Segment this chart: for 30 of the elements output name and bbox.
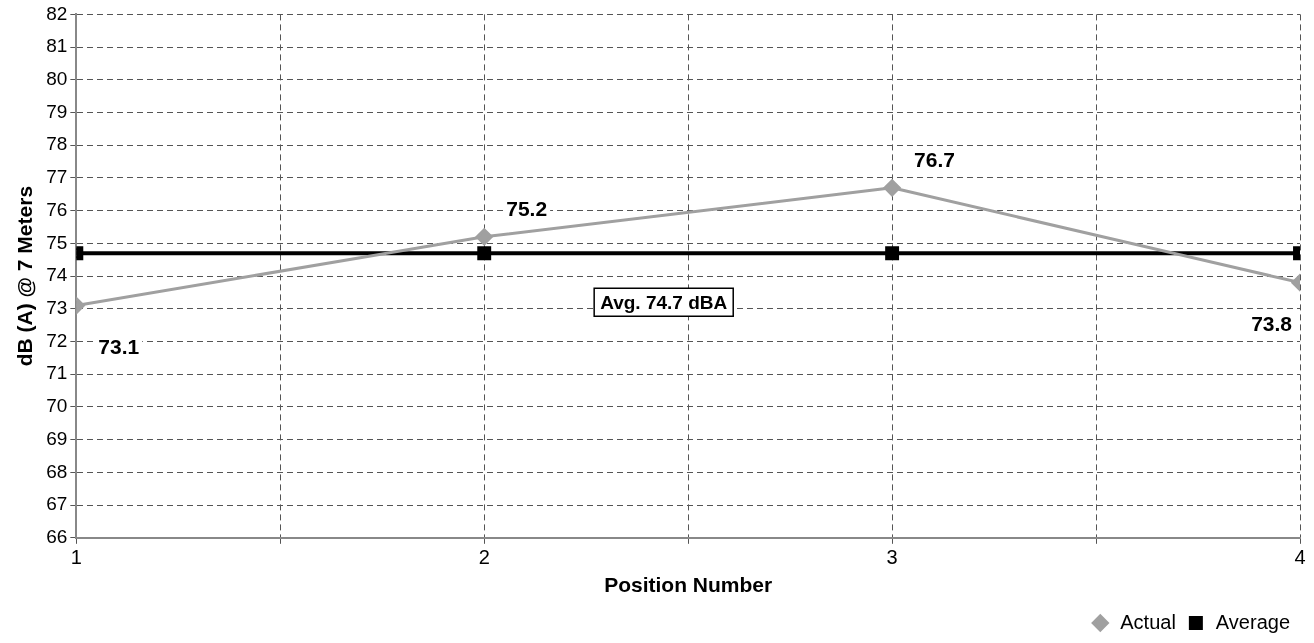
- y-tick-label: 74: [46, 264, 68, 286]
- y-tick-label: 68: [46, 460, 68, 482]
- y-tick-label: 72: [46, 329, 68, 351]
- x-tick-label: 4: [1294, 546, 1306, 569]
- legend-label: Actual: [1120, 610, 1176, 633]
- y-tick-label: 73: [46, 297, 68, 319]
- y-tick-label: 66: [46, 526, 68, 548]
- y-tick-label: 75: [46, 231, 68, 253]
- data-label: 73.8: [1251, 311, 1293, 335]
- x-tick-label: 1: [70, 546, 82, 569]
- legend-label: Average: [1215, 610, 1291, 633]
- data-label: 76.7: [914, 148, 955, 172]
- data-label: 75.2: [506, 197, 548, 221]
- y-tick-label: 78: [46, 133, 68, 155]
- y-tick-label: 81: [46, 35, 68, 57]
- y-tick-label: 80: [46, 68, 68, 90]
- data-label: 73.1: [98, 334, 140, 358]
- y-tick-label: 76: [46, 198, 68, 220]
- y-axis-title: dB (A) @ 7 Meters: [13, 185, 37, 367]
- y-tick-label: 79: [46, 100, 68, 122]
- y-tick-label: 77: [46, 166, 68, 188]
- y-tick-label: 67: [46, 493, 68, 515]
- y-tick-label: 70: [46, 395, 68, 417]
- x-axis-title: Position Number: [604, 573, 773, 597]
- annotation: Avg. 74.7 dBA: [600, 291, 728, 313]
- y-tick-label: 69: [46, 427, 68, 449]
- x-tick-label: 2: [478, 546, 490, 569]
- y-tick-label: 82: [46, 2, 68, 24]
- y-tick-label: 71: [46, 362, 68, 384]
- x-tick-label: 3: [886, 546, 898, 569]
